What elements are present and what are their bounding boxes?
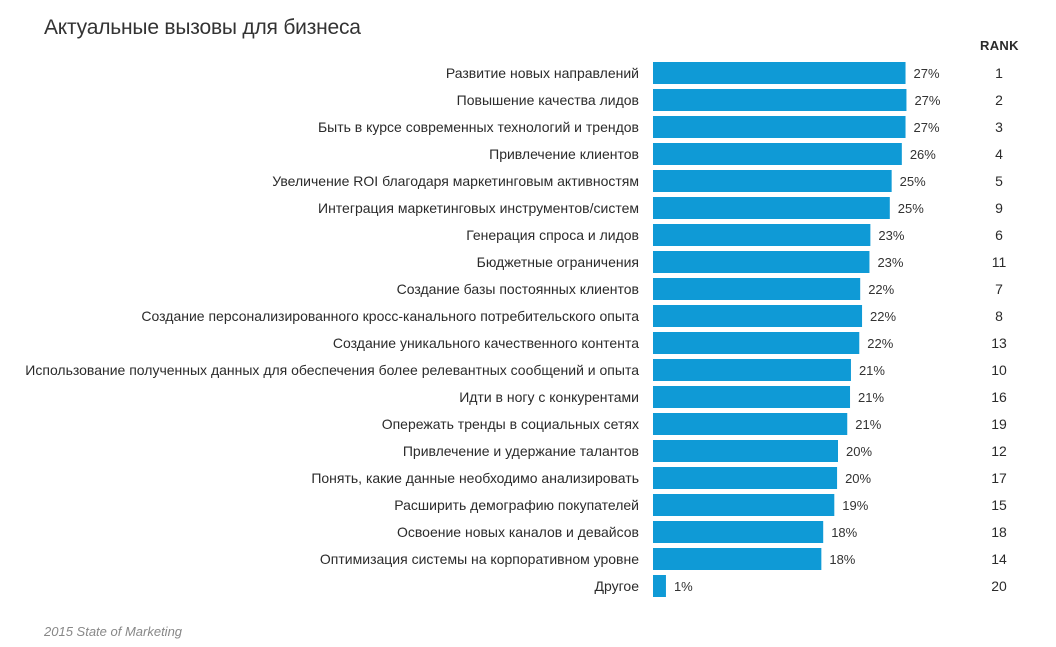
bar	[653, 440, 838, 462]
category-label: Интеграция маркетинговых инструментов/си…	[318, 200, 639, 216]
rank-value: 14	[991, 551, 1007, 567]
rank-value: 5	[995, 173, 1003, 189]
bar	[653, 197, 890, 219]
value-label: 25%	[898, 201, 924, 216]
rank-value: 4	[995, 146, 1003, 162]
value-label: 27%	[914, 66, 940, 81]
rank-value: 10	[991, 362, 1007, 378]
value-label: 22%	[868, 282, 894, 297]
rank-value: 7	[995, 281, 1003, 297]
value-label: 26%	[910, 147, 936, 162]
rank-value: 8	[995, 308, 1003, 324]
bar	[653, 170, 892, 192]
source-footer: 2015 State of Marketing	[44, 624, 183, 639]
category-label: Создание уникального качественного конте…	[333, 335, 639, 351]
category-label: Привлечение и удержание талантов	[403, 443, 639, 459]
rank-column-header: RANK	[980, 38, 1019, 53]
value-label: 21%	[859, 363, 885, 378]
rank-value: 12	[991, 443, 1007, 459]
rank-value: 16	[991, 389, 1007, 405]
rank-value: 2	[995, 92, 1003, 108]
category-label: Быть в курсе современных технологий и тр…	[318, 119, 639, 135]
bar	[653, 116, 906, 138]
rank-value: 15	[991, 497, 1007, 513]
rank-value: 6	[995, 227, 1003, 243]
value-label: 18%	[831, 525, 857, 540]
category-label: Использование полученных данных для обес…	[25, 362, 639, 378]
bar	[653, 278, 861, 300]
bar	[653, 62, 906, 84]
value-label: 18%	[829, 552, 855, 567]
category-label: Идти в ногу с конкурентами	[459, 389, 639, 405]
rank-value: 19	[991, 416, 1007, 432]
category-label: Создание базы постоянных клиентов	[397, 281, 639, 297]
value-label: 27%	[914, 93, 940, 108]
rank-value: 11	[992, 254, 1007, 270]
category-label: Бюджетные ограничения	[477, 254, 639, 270]
category-label: Повышение качества лидов	[457, 92, 639, 108]
bar	[653, 386, 851, 408]
value-label: 20%	[845, 471, 871, 486]
value-label: 22%	[870, 309, 896, 324]
rank-value: 17	[991, 470, 1007, 486]
value-label: 21%	[855, 417, 881, 432]
category-label: Опережать тренды в социальных сетях	[382, 416, 639, 432]
category-label: Развитие новых направлений	[446, 65, 639, 81]
category-label: Расширить демографию покупателей	[394, 497, 639, 513]
value-label: 23%	[878, 228, 904, 243]
rank-value: 1	[995, 65, 1003, 81]
bar	[653, 467, 838, 489]
bar	[653, 89, 907, 111]
bars-group: Развитие новых направлений 27% 1 Повышение …	[25, 62, 1007, 597]
bar	[653, 251, 870, 273]
value-label: 19%	[842, 498, 868, 513]
value-label: 22%	[867, 336, 893, 351]
category-label: Генерация спроса и лидов	[466, 227, 639, 243]
value-label: 1%	[674, 579, 693, 594]
value-label: 23%	[877, 255, 903, 270]
value-label: 20%	[846, 444, 872, 459]
bar	[653, 521, 824, 543]
rank-value: 13	[991, 335, 1007, 351]
bar	[653, 494, 835, 516]
category-label: Увеличение ROI благодаря маркетинговым а…	[272, 173, 639, 189]
category-label: Создание персонализированного кросс-кана…	[141, 308, 639, 324]
bar	[653, 332, 860, 354]
bar	[653, 305, 863, 327]
bar	[653, 575, 666, 597]
rank-value: 20	[991, 578, 1007, 594]
category-label: Привлечение клиентов	[489, 146, 639, 162]
rank-value: 18	[991, 524, 1007, 540]
value-label: 27%	[914, 120, 940, 135]
bar	[653, 548, 822, 570]
category-label: Оптимизация системы на корпоративном уро…	[320, 551, 639, 567]
bar	[653, 143, 902, 165]
rank-value: 3	[995, 119, 1003, 135]
value-label: 25%	[900, 174, 926, 189]
bar	[653, 224, 871, 246]
value-label: 21%	[858, 390, 884, 405]
rank-value: 9	[995, 200, 1003, 216]
category-label: Другое	[595, 578, 640, 594]
bar	[653, 359, 851, 381]
category-label: Понять, какие данные необходимо анализир…	[311, 470, 639, 486]
category-label: Освоение новых каналов и девайсов	[397, 524, 639, 540]
bar	[653, 413, 848, 435]
chart-title: Актуальные вызовы для бизнеса	[44, 16, 361, 39]
